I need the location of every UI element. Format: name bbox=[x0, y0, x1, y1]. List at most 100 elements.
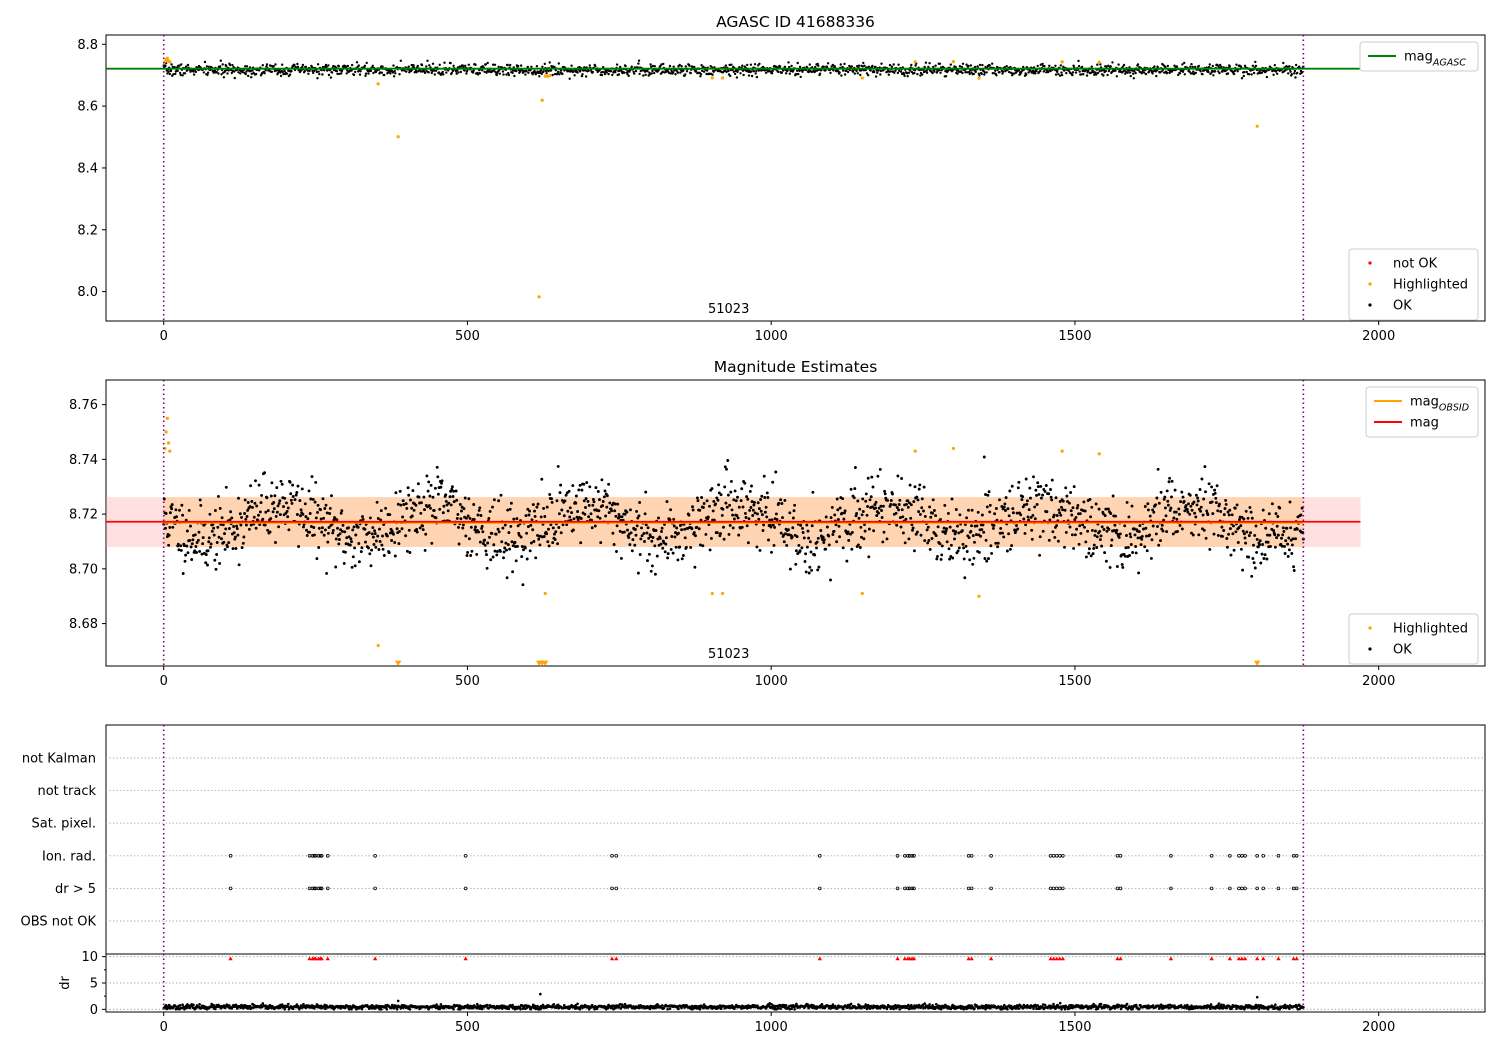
data-point-ok bbox=[311, 497, 315, 501]
data-point-ok bbox=[540, 477, 544, 481]
data-point-ok bbox=[353, 546, 357, 550]
data-point-ok bbox=[1155, 69, 1159, 72]
data-point-ok bbox=[498, 72, 501, 75]
data-point-ok bbox=[1242, 532, 1246, 536]
data-point-ok bbox=[1137, 571, 1141, 575]
data-point-ok bbox=[423, 71, 427, 75]
data-point-ok bbox=[265, 496, 269, 500]
data-point-ok bbox=[762, 474, 766, 478]
data-point-ok bbox=[516, 64, 520, 68]
data-point-ok bbox=[684, 73, 687, 76]
data-point-ok bbox=[312, 71, 315, 75]
data-point-ok bbox=[215, 553, 219, 556]
data-point-ok bbox=[1010, 544, 1014, 548]
data-point-ok bbox=[579, 517, 583, 520]
data-point-ok bbox=[777, 501, 781, 505]
data-point-ok bbox=[255, 504, 259, 508]
legend-label-text: OK bbox=[1393, 299, 1412, 314]
data-point-ok bbox=[176, 69, 179, 73]
data-point-ok bbox=[840, 74, 843, 77]
data-point-ok bbox=[265, 63, 269, 66]
data-point-ok bbox=[1120, 563, 1124, 566]
data-point-ok bbox=[1266, 540, 1270, 544]
data-point-ok bbox=[372, 543, 376, 546]
data-point-highlighted bbox=[1097, 60, 1101, 64]
data-point-ok bbox=[385, 534, 389, 538]
data-point-ok bbox=[1214, 496, 1218, 500]
legend-label: magOBSID bbox=[1410, 395, 1469, 414]
data-point-ok bbox=[1192, 500, 1196, 504]
data-point-ok bbox=[1005, 549, 1009, 553]
data-point-ok bbox=[513, 74, 516, 78]
data-point-ok bbox=[289, 498, 293, 502]
data-point-ok bbox=[1292, 565, 1296, 569]
data-point-ok bbox=[880, 516, 884, 519]
data-point-ok bbox=[231, 547, 235, 551]
data-point-ok bbox=[1174, 510, 1178, 514]
data-point-ok bbox=[562, 514, 566, 518]
data-point-ok bbox=[531, 73, 534, 76]
data-point-ok bbox=[1080, 73, 1083, 76]
data-point-ok bbox=[1215, 484, 1219, 488]
data-point-ok bbox=[293, 498, 297, 502]
data-point-ok bbox=[376, 534, 380, 538]
data-point-ok bbox=[370, 532, 374, 536]
data-point-ok bbox=[901, 515, 905, 519]
data-point-ok bbox=[167, 70, 170, 73]
data-point-ok bbox=[391, 71, 395, 74]
data-point-ok bbox=[412, 508, 416, 512]
data-point-ok bbox=[1030, 537, 1034, 541]
data-point-ok bbox=[529, 541, 533, 545]
data-point-ok bbox=[405, 549, 409, 553]
data-point-ok bbox=[1098, 538, 1102, 542]
data-point-highlighted bbox=[1097, 452, 1101, 456]
data-point-ok bbox=[603, 489, 607, 493]
data-point-ok bbox=[338, 532, 342, 536]
data-point-ok bbox=[817, 565, 821, 569]
dr-point bbox=[507, 1007, 511, 1011]
data-point-ok bbox=[801, 531, 805, 534]
data-point-ok bbox=[369, 69, 373, 73]
data-point-ok bbox=[985, 505, 989, 509]
data-point-ok bbox=[1015, 511, 1019, 515]
data-point-ok bbox=[774, 470, 778, 474]
data-point-ok bbox=[1128, 71, 1132, 74]
dr-point bbox=[192, 1003, 195, 1007]
data-point-ok bbox=[524, 514, 528, 518]
data-point-ok bbox=[750, 70, 753, 73]
data-point-ok bbox=[1243, 70, 1246, 74]
data-point-ok bbox=[1115, 565, 1119, 568]
data-point-ok bbox=[1103, 514, 1107, 518]
data-point-ok bbox=[222, 540, 226, 544]
data-point-ok bbox=[502, 550, 506, 554]
data-point-ok bbox=[194, 70, 198, 74]
data-point-ok bbox=[698, 508, 702, 512]
data-point-ok bbox=[748, 489, 752, 493]
data-point-ok bbox=[620, 515, 624, 519]
legend-label-text: not OK bbox=[1393, 257, 1438, 272]
data-point-ok bbox=[985, 71, 988, 74]
data-point-ok bbox=[831, 533, 835, 536]
data-point-ok bbox=[908, 501, 911, 505]
data-point-ok bbox=[542, 535, 546, 538]
data-point-ok bbox=[810, 524, 814, 528]
data-point-ok bbox=[779, 531, 783, 535]
data-point-ok bbox=[757, 517, 761, 521]
data-point-ok bbox=[939, 557, 943, 561]
data-point-ok bbox=[505, 548, 508, 552]
data-point-ok bbox=[982, 530, 986, 534]
data-point-ok bbox=[246, 508, 250, 512]
data-point-ok bbox=[990, 551, 994, 555]
legend-marker bbox=[1368, 303, 1372, 307]
data-point-ok bbox=[1068, 525, 1072, 529]
data-point-ok bbox=[1139, 543, 1143, 547]
legend-label: OK bbox=[1393, 643, 1412, 658]
data-point-ok bbox=[1258, 543, 1262, 547]
data-point-ok bbox=[1092, 547, 1096, 550]
data-point-ok bbox=[1254, 524, 1258, 528]
data-point-ok bbox=[653, 572, 657, 576]
data-point-ok bbox=[433, 486, 437, 490]
data-point-ok bbox=[832, 529, 836, 533]
data-point-ok bbox=[1044, 484, 1048, 487]
data-point-ok bbox=[189, 70, 192, 73]
